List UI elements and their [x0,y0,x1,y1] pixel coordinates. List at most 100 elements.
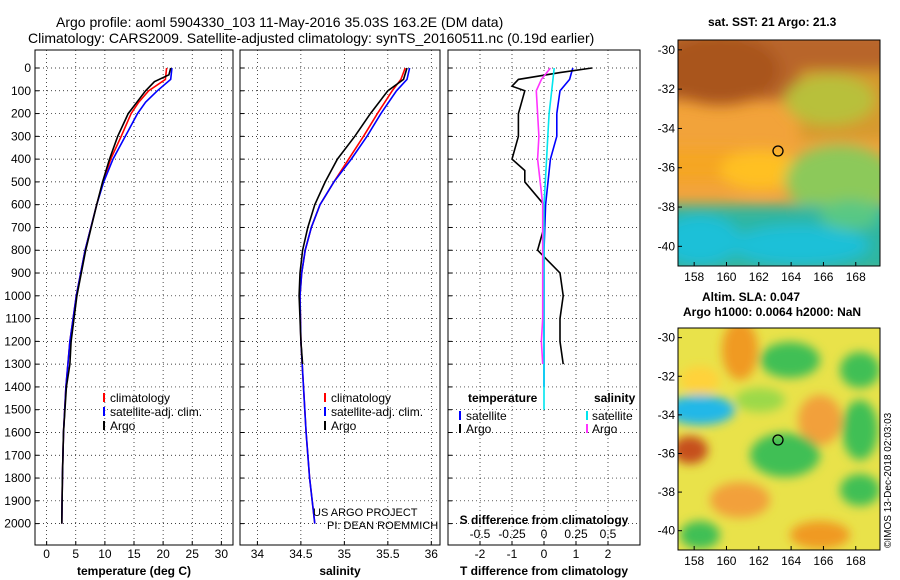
header-line-1: Argo profile: aoml 5904330_103 11-May-20… [56,14,503,30]
y-tick-label: 1300 [4,357,31,371]
salinity-panel: 34 34.5 35 35.5 36 salinity climatologysatelli… [239,49,441,578]
x-axis-label: T difference from climatology [460,564,628,578]
x-tick-label: 0 [541,547,548,561]
legend-label: climatology [110,391,170,405]
map-x-tick-label: 166 [813,554,833,568]
map-x-tick-label: 162 [749,270,769,284]
series-line-t-argo [510,67,593,365]
difference-panel: -2 -1 0 1 2 T difference from climatology temp… [447,49,641,578]
y-tick-label: 700 [11,220,31,234]
x-tick-label-2: -0.25 [498,527,526,541]
x-tick-label: 36 [425,547,439,561]
y-tick-label: 500 [11,175,31,189]
x-tick-label-2: -0.5 [470,527,491,541]
sst-map-axes: -30 -32 -34 -36 -38 -40 158 160 162 164 166 168 [658,43,866,284]
sla-map-title-1: Altim. SLA: 0.047 [702,290,800,304]
x-tick-label: 2 [605,547,612,561]
y-tick-label: 600 [11,198,31,212]
y-tick-label: 1900 [4,494,31,508]
y-tick-label: 1700 [4,448,31,462]
map-x-tick-label: 158 [684,270,704,284]
series-line-satellite-adj-clim- [299,67,411,524]
legend-label: satellite-adj. clim. [110,405,202,419]
map-x-tick-label: 158 [684,554,704,568]
header-line-2: Climatology: CARS2009. Satellite-adjuste… [28,30,594,46]
x-tick-label: 5 [72,547,79,561]
y-tick-label: 2000 [4,517,31,531]
series-line-s-satellite [543,67,555,410]
sla-map-frame [677,327,881,551]
map-y-tick-label: -32 [658,369,676,383]
legend-label: Argo [592,422,618,436]
legend-label: Argo [110,419,136,433]
y-tick-label: 400 [11,152,31,166]
x-tick-label-2: 0 [541,527,548,541]
map-y-tick-label: -36 [658,446,676,460]
y-tick-label: 0 [24,61,31,75]
y-tick-label: 100 [11,84,31,98]
series-line-argo [298,67,408,365]
x-axis-label: temperature (deg C) [77,564,191,578]
legend-label: Argo [466,422,492,436]
sla-map-title-2: Argo h1000: 0.0064 h2000: NaN [683,305,861,319]
series-line-s-argo [535,67,552,365]
sst-map-title: sat. SST: 21 Argo: 21.3 [708,15,837,29]
panel-frame [239,49,441,546]
map-y-tick-label: -36 [658,161,676,175]
y-tick-label: 1600 [4,425,31,439]
map-x-tick-label: 160 [716,270,736,284]
y-tick-label: 200 [11,107,31,121]
x-tick-label: 15 [127,547,141,561]
x-tick-label-2: 0.25 [564,527,588,541]
x-tick-label-2: 0.5 [600,527,617,541]
x-tick-label: -1 [507,547,518,561]
y-tick-label: 1800 [4,471,31,485]
sla-map [678,328,880,550]
map-y-tick-label: -32 [658,82,676,96]
y-tick-label: 1400 [4,380,31,394]
series-line-argo [61,67,172,524]
x-tick-label: 10 [98,547,112,561]
y-tick-label: 300 [11,129,31,143]
legend-label: climatology [331,391,391,405]
y-tick-label: 1000 [4,289,31,303]
map-x-tick-label: 166 [813,270,833,284]
x-tick-label: 20 [156,547,170,561]
x-axis-label-2: S difference from climatology [460,513,629,527]
sst-map-frame [677,39,881,267]
map-y-tick-label: -34 [658,408,676,422]
credit-project: US ARGO PROJECT [313,507,418,519]
credit-pi: PI: DEAN ROEMMICH [327,520,438,532]
maps-group: sat. SST: 21 Argo: 21.3 -30 -32 -34 -36 -38 -… [658,15,881,568]
legend-label: Argo [331,419,357,433]
map-x-tick-label: 168 [846,270,866,284]
legend-label: satellite [466,409,507,423]
imos-credit: ©IMOS 13-Dec-2018 02:03:03 [883,412,894,548]
legend-title-salinity: salinity [594,391,636,405]
y-tick-label: 1200 [4,334,31,348]
x-tick-label: 1 [573,547,580,561]
x-axis-label: salinity [319,564,361,578]
x-tick-label: 25 [186,547,200,561]
map-y-tick-label: -34 [658,121,676,135]
y-tick-label: 900 [11,266,31,280]
map-y-tick-label: -30 [658,43,676,57]
map-x-tick-label: 168 [846,554,866,568]
legend-label: satellite-adj. clim. [331,405,423,419]
temperature-panel: 0100200300400500600700800900100011001200… [4,49,234,578]
map-y-tick-label: -40 [658,524,676,538]
map-x-tick-label: 164 [781,554,801,568]
sst-map [678,40,880,266]
map-y-tick-label: -40 [658,239,676,253]
x-tick-label: 34 [251,547,265,561]
map-x-tick-label: 162 [749,554,769,568]
sla-argo-position-marker [772,434,784,446]
x-tick-label: -2 [475,547,486,561]
x-tick-label: 34.5 [289,547,313,561]
y-tick-label: 1500 [4,403,31,417]
map-y-tick-label: -38 [658,200,676,214]
map-x-tick-label: 160 [716,554,736,568]
x-tick-label: 35.5 [376,547,400,561]
x-tick-label: 0 [43,547,50,561]
